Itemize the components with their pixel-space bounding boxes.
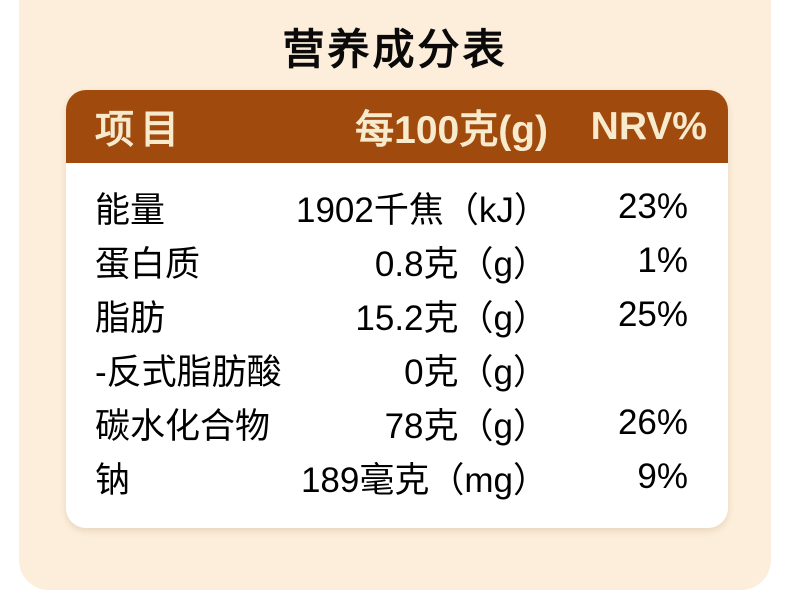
header-nrv-column: NRV%	[590, 104, 707, 148]
table-header-row: 项目 每100克(g) NRV%	[66, 90, 728, 163]
row-label: 脂肪	[95, 298, 166, 338]
header-item-column: 项目	[95, 108, 186, 152]
row-nrv: 26%	[617, 403, 688, 442]
row-label: 能量	[95, 190, 166, 230]
row-label: 碳水化合物	[95, 406, 271, 446]
row-nrv: 9%	[637, 457, 688, 496]
row-nrv: 1%	[637, 241, 688, 280]
table-row-energy: 能量 1902千焦（kJ） 23%	[66, 180, 728, 234]
table-row-carbohydrate: 碳水化合物 78克（g） 26%	[66, 396, 728, 450]
page-title: 营养成分表	[282, 26, 508, 73]
row-value: 15.2克（g）	[355, 298, 548, 338]
row-value: 0.8克（g）	[374, 244, 548, 284]
header-per100g-column: 每100克(g)	[355, 108, 548, 152]
row-nrv: 23%	[617, 187, 688, 226]
row-label: -反式脂肪酸	[95, 352, 282, 392]
table-row-trans-fat: -反式脂肪酸 0克（g）	[66, 342, 728, 396]
row-value: 0克（g）	[404, 352, 548, 392]
row-label: 钠	[95, 460, 131, 500]
table-row-fat: 脂肪 15.2克（g） 25%	[66, 288, 728, 342]
row-label: 蛋白质	[95, 244, 201, 284]
row-value: 189毫克（mg）	[300, 460, 548, 500]
table-row-sodium: 钠 189毫克（mg） 9%	[66, 450, 728, 504]
row-nrv: 25%	[617, 295, 688, 334]
table-row-protein: 蛋白质 0.8克（g） 1%	[66, 234, 728, 288]
nutrition-table-card: 项目 每100克(g) NRV% 能量 1902千焦（kJ） 23% 蛋白质 0…	[66, 90, 728, 528]
table-body: 能量 1902千焦（kJ） 23% 蛋白质 0.8克（g） 1% 脂肪 15.2…	[66, 163, 728, 528]
row-value: 1902千焦（kJ）	[296, 190, 549, 230]
row-value: 78克（g）	[384, 406, 548, 446]
